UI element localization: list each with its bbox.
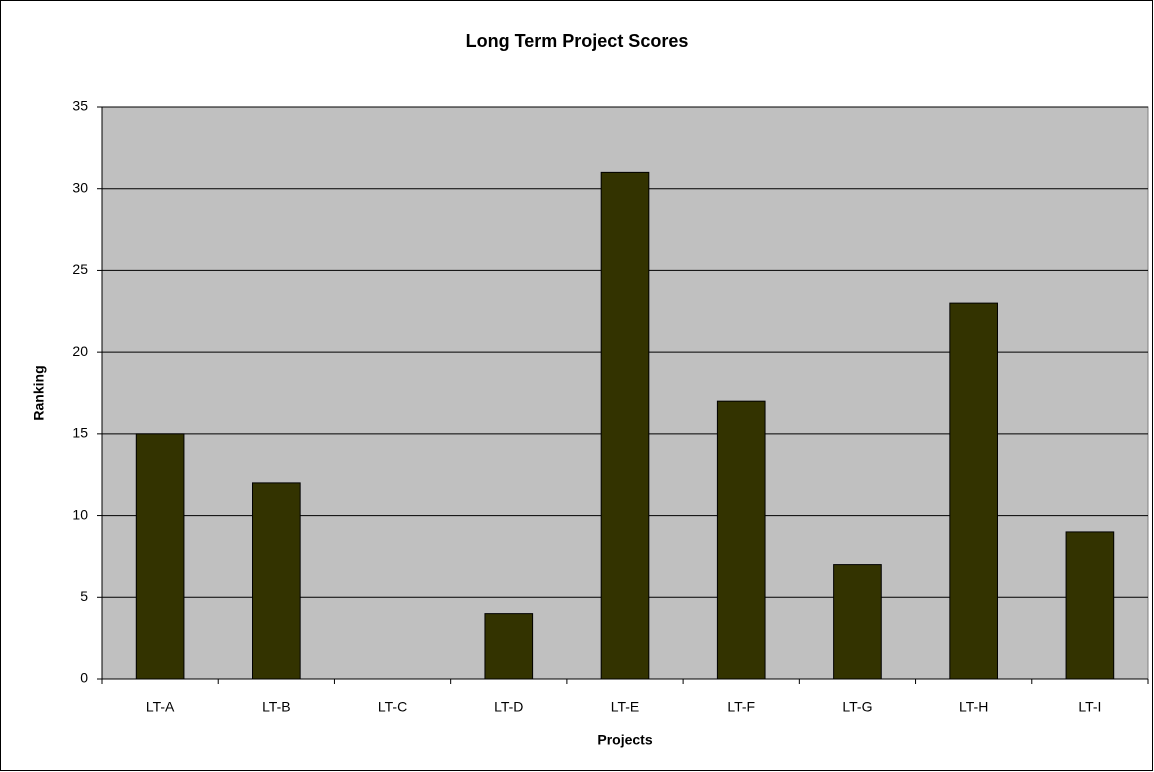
x-tick-label: LT-D bbox=[494, 699, 523, 715]
x-tick-label: LT-B bbox=[262, 699, 291, 715]
bar bbox=[949, 302, 998, 680]
x-tick-label: LT-H bbox=[959, 699, 988, 715]
bar bbox=[135, 433, 185, 680]
y-tick-label: 10 bbox=[72, 506, 88, 522]
chart-title: Long Term Project Scores bbox=[466, 31, 689, 51]
bar bbox=[252, 482, 301, 680]
y-tick-label: 15 bbox=[72, 425, 88, 441]
y-axis-label: Ranking bbox=[31, 365, 47, 420]
bar bbox=[716, 400, 766, 680]
x-tick-label: LT-A bbox=[146, 699, 175, 715]
x-axis-label: Projects bbox=[597, 732, 652, 748]
x-tick-label: LT-F bbox=[727, 699, 755, 715]
y-tick-label: 20 bbox=[72, 343, 88, 359]
bar bbox=[600, 171, 650, 680]
x-tick-label: LT-I bbox=[1078, 699, 1101, 715]
x-tick-label: LT-G bbox=[842, 699, 872, 715]
y-tick-label: 35 bbox=[72, 98, 88, 114]
bar bbox=[484, 613, 534, 680]
bar bbox=[833, 564, 882, 680]
x-tick-label: LT-C bbox=[378, 699, 407, 715]
bar bbox=[1065, 531, 1115, 680]
y-tick-label: 25 bbox=[72, 261, 88, 277]
y-tick-label: 5 bbox=[80, 588, 88, 604]
x-tick-label: LT-E bbox=[611, 699, 640, 715]
y-tick-label: 30 bbox=[72, 179, 88, 195]
y-tick-label: 0 bbox=[80, 670, 88, 686]
